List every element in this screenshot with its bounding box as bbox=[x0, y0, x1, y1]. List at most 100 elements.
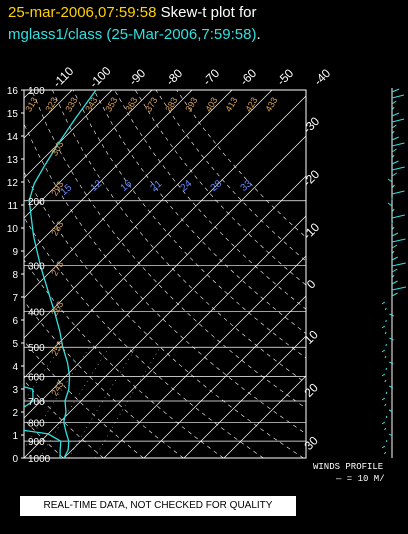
dry-adiabat-label: 353 bbox=[103, 95, 119, 113]
pressure-label: 300 bbox=[28, 262, 45, 273]
top-temperature-label: -60 bbox=[237, 66, 259, 88]
wind-barb bbox=[391, 106, 395, 111]
dry-adiabat-label: 383 bbox=[163, 95, 179, 113]
wind-barb bbox=[384, 331, 387, 335]
right-temperature-label: -20 bbox=[300, 167, 322, 189]
wind-barb bbox=[391, 256, 398, 261]
dry-adiabat bbox=[93, 90, 306, 334]
isotherm-line bbox=[24, 90, 113, 179]
wind-barb bbox=[384, 307, 387, 311]
dry-adiabat-label: 403 bbox=[203, 95, 219, 113]
wind-barb bbox=[385, 319, 387, 323]
dry-adiabat-label: 303 bbox=[49, 139, 65, 157]
wind-barb bbox=[391, 88, 400, 93]
wind-barb bbox=[389, 313, 394, 317]
quality-disclaimer: REAL-TIME DATA, NOT CHECKED FOR QUALITY bbox=[20, 496, 296, 516]
wind-barb bbox=[391, 292, 398, 297]
mixing-ratio-line bbox=[68, 347, 137, 458]
left-axis-label: 10 bbox=[7, 224, 19, 235]
top-temperature-label: -80 bbox=[163, 66, 185, 88]
dry-adiabat bbox=[24, 216, 264, 458]
wind-barb bbox=[391, 232, 399, 237]
isotherm-line bbox=[24, 90, 153, 219]
station-period: . bbox=[256, 26, 261, 43]
profiles bbox=[24, 90, 97, 458]
wind-barb bbox=[391, 184, 395, 189]
wind-barb bbox=[391, 250, 395, 255]
station-label: mglass1/class (25-Mar-2006,7:59:58) bbox=[8, 26, 257, 43]
wind-barb bbox=[389, 361, 394, 365]
wind-barb bbox=[389, 337, 394, 341]
right-temperature-label: 10 bbox=[301, 327, 321, 347]
winds-profile-title: WINDS PROFILE bbox=[313, 462, 384, 472]
top-temperature-label: -40 bbox=[311, 66, 333, 88]
wind-barb bbox=[387, 202, 393, 207]
left-axis-label: 9 bbox=[12, 247, 18, 258]
left-axis-label: 15 bbox=[7, 109, 19, 120]
dry-adiabat bbox=[24, 171, 304, 458]
wind-barb bbox=[381, 325, 386, 329]
wind-barb bbox=[381, 421, 386, 425]
dry-adiabat bbox=[155, 90, 306, 262]
dry-adiabat bbox=[24, 259, 224, 458]
wind-barb bbox=[391, 262, 406, 267]
wind-barb bbox=[388, 385, 394, 389]
isotherm-line bbox=[24, 90, 233, 299]
isotherm-line bbox=[24, 175, 306, 458]
wind-barb bbox=[391, 100, 397, 105]
pressure-label: 900 bbox=[28, 437, 45, 448]
dry-adiabat-label: 423 bbox=[243, 95, 259, 113]
axis-labels: 1002003004005006007008009001000161514131… bbox=[7, 64, 334, 465]
top-temperature-label: -50 bbox=[274, 66, 296, 88]
left-axis-label: 5 bbox=[12, 339, 18, 350]
wind-barb bbox=[384, 403, 387, 407]
right-temperature-label: 30 bbox=[301, 433, 321, 453]
left-axis-label: 16 bbox=[7, 86, 19, 97]
dry-adiabat-label: 393 bbox=[183, 95, 199, 113]
wind-barb bbox=[391, 226, 395, 231]
wind-barb bbox=[391, 130, 395, 135]
left-axis-label: 8 bbox=[12, 270, 18, 281]
isotherm-line bbox=[63, 215, 306, 458]
right-temperature-label: -10 bbox=[300, 220, 322, 242]
dry-adiabat-label: 363 bbox=[123, 95, 139, 113]
top-temperature-label: -70 bbox=[200, 66, 222, 88]
wind-barb bbox=[387, 178, 393, 183]
right-temperature-label: 20 bbox=[301, 380, 321, 400]
wind-barb bbox=[381, 373, 386, 377]
left-axis-label: 0 bbox=[12, 454, 18, 465]
wind-barb bbox=[391, 268, 398, 273]
wind-barb bbox=[391, 238, 406, 243]
mixing-ratio-label: 21 bbox=[149, 178, 165, 194]
isotherm-line bbox=[183, 335, 306, 458]
wind-barb bbox=[391, 112, 400, 117]
plot-title-line-2: mglass1/class (25-Mar-2006,7:59:58). bbox=[8, 26, 261, 43]
left-axis-label: 13 bbox=[7, 155, 19, 166]
wind-barb bbox=[381, 301, 386, 305]
right-temperature-label: -30 bbox=[300, 114, 322, 136]
wind-barb bbox=[391, 214, 405, 219]
wind-barb bbox=[391, 94, 405, 99]
wind-barb bbox=[383, 451, 387, 455]
wind-barb bbox=[381, 349, 386, 353]
isotherm-line bbox=[223, 375, 306, 458]
top-temperature-label: -100 bbox=[87, 64, 114, 91]
wind-barb bbox=[391, 154, 395, 159]
isotherm-line bbox=[143, 295, 306, 458]
wind-barb bbox=[391, 286, 407, 291]
dry-adiabat bbox=[134, 90, 306, 286]
pressure-label: 400 bbox=[28, 308, 45, 319]
dry-adiabat-label: 243 bbox=[49, 379, 65, 397]
wind-barb bbox=[391, 142, 405, 147]
isotherm-line bbox=[24, 135, 306, 419]
grid-lines bbox=[24, 90, 306, 458]
dry-adiabat bbox=[24, 300, 184, 458]
dry-adiabat bbox=[114, 90, 306, 310]
wind-barb bbox=[391, 244, 398, 249]
wind-barb bbox=[388, 409, 393, 413]
temperature-profile bbox=[28, 90, 97, 458]
date-label: 25-mar-2006,07:59:58 bbox=[8, 4, 157, 21]
wind-barb bbox=[391, 136, 399, 141]
top-temperature-label: -90 bbox=[126, 66, 148, 88]
left-axis-label: 12 bbox=[7, 178, 19, 189]
